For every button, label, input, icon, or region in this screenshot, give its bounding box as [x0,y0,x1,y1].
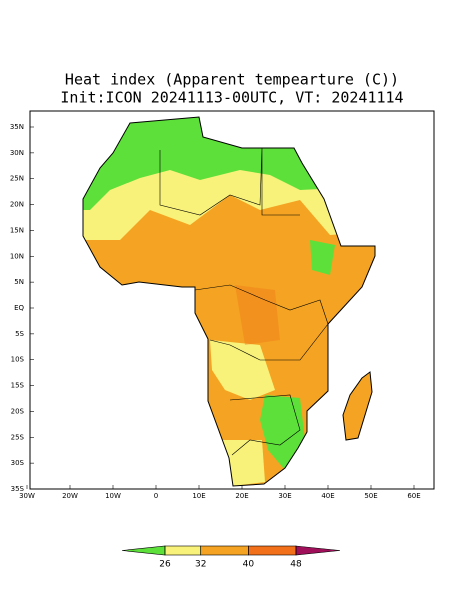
lon-label: 50E [364,492,377,500]
lat-label: 10N [10,252,24,260]
lat-label: 15S [11,382,25,390]
borders [159,147,300,216]
field-yellow-south [210,340,275,400]
lon-label: 20E [235,492,248,500]
lon-label: 30E [278,492,291,500]
colorbar-label: 32 [195,560,206,570]
lat-label: 20S [11,407,25,415]
field-green-east [310,240,335,275]
colorbar-label: 40 [243,560,255,570]
lat-label: 15N [10,226,24,234]
lat-label: 20N [10,201,24,209]
field-yellow-cape [215,440,265,486]
subtitle: Init:ICON 20241113-00UTC, VT: 20241114 [60,89,403,107]
colorbar-label: 26 [159,560,171,570]
madagascar [342,371,373,441]
lat-label: 35S [11,485,25,493]
lat-label: 25S [11,433,25,441]
colorbar-segment [164,545,202,556]
colorbar-segment [200,545,249,556]
lon-label: 20W [62,492,78,500]
lat-label: 30N [10,149,24,157]
title: Heat index (Apparent tempearture (C)) [65,71,399,89]
colorbar-label: 48 [290,560,302,570]
field-green-south [260,395,305,470]
colorbar-high [295,545,341,556]
lat-label: EQ [14,304,24,312]
lat-label: 25N [10,175,24,183]
borders [194,284,329,361]
lat-label: 10S [11,356,25,364]
field-dark-orange [235,285,280,345]
lon-label: 30W [19,492,35,500]
borders [229,394,301,456]
lon-label: 40E [321,492,334,500]
lat-label: 30S [11,459,25,467]
lon-label: 10E [192,492,205,500]
map [29,110,435,490]
lon-label: 60E [407,492,420,500]
lat-label: 35N [10,123,24,131]
colorbar-low [121,545,166,556]
lon-label: 0 [154,492,158,500]
coastline [82,116,376,487]
map-frame [29,110,435,490]
lat-label: 5S [15,330,24,338]
colorbar-segment [248,545,297,556]
lon-label: 10W [105,492,121,500]
lat-label: 5N [14,278,24,286]
